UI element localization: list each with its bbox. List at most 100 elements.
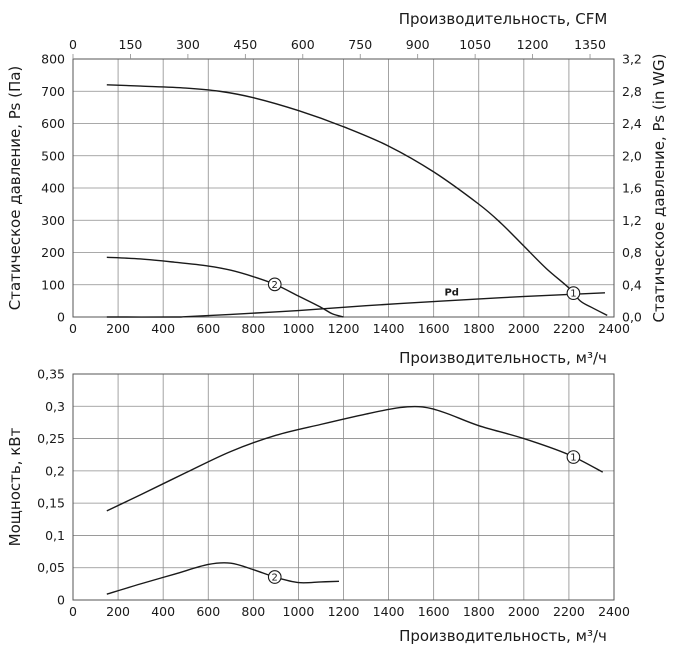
x-tick-label: 1000 — [283, 321, 315, 336]
series-marker-1: 1 — [566, 450, 581, 464]
y-tick-label: 800 — [41, 52, 65, 67]
pressure-chart: 0 200 400 600 800 1000 1200 1400 1600 1800 2000 220… — [6, 10, 668, 367]
series-marker-circle — [566, 286, 581, 300]
x-tick-label: 1400 — [373, 604, 405, 619]
series-marker-circle — [267, 277, 282, 292]
x2-tick-label: 600 — [291, 37, 315, 52]
x-axis-label-top: Производительность, м³/ч — [399, 349, 607, 367]
pressure-curve-labels: 1 2 Pd — [267, 277, 581, 300]
pressure-curves — [106, 84, 608, 318]
series-line-2 — [106, 562, 340, 595]
y-tick-label: 400 — [41, 181, 65, 196]
series-label-1: 1 — [570, 289, 576, 300]
series-marker-2: 2 — [267, 277, 282, 292]
x2-tick-label: 1200 — [517, 37, 549, 52]
x-tick-label: 2400 — [598, 321, 630, 336]
pressure-inwg-ticks: 0,0 0,4 0,8 1,2 1,6 2,0 2,4 2,8 3,2 — [622, 52, 642, 325]
x-tick-label: 400 — [151, 604, 175, 619]
x-tick-label: 1800 — [463, 321, 495, 336]
x2-axis-label: Производительность, CFM — [399, 10, 608, 28]
y2-tick-label: 0,4 — [622, 277, 642, 292]
x-tick-label: 600 — [196, 604, 220, 619]
y-axis-label-bottom: Мощность, кВт — [6, 427, 24, 546]
x2-tick-label: 1350 — [574, 37, 606, 52]
y2-axis-label: Статическое давление, Ps (in WG) — [650, 54, 668, 323]
x-tick-label: 400 — [151, 321, 175, 336]
y-tick-label: 0,15 — [37, 496, 65, 511]
x-tick-label: 2000 — [508, 604, 540, 619]
x-tick-label: 1000 — [283, 604, 315, 619]
x-tick-label: 600 — [196, 321, 220, 336]
x2-tick-label: 750 — [348, 37, 372, 52]
y2-tick-label: 2,0 — [622, 148, 642, 163]
power-x-ticks: 0 200 400 600 800 1000 1200 1400 1600 1800 2000 220… — [69, 604, 630, 619]
x2-tick-label: 300 — [176, 37, 200, 52]
y2-tick-label: 2,8 — [622, 84, 642, 99]
series-marker-2: 2 — [267, 570, 282, 584]
y2-tick-label: 1,2 — [622, 213, 642, 228]
y-tick-label: 0 — [57, 593, 65, 608]
x-tick-label: 1400 — [373, 321, 405, 336]
y-tick-label: 0,35 — [37, 367, 65, 382]
y-axis-label-top: Статическое давление, Ps (Па) — [6, 66, 24, 311]
x-tick-label: 1600 — [418, 604, 450, 619]
power-grid — [72, 373, 615, 601]
pressure-grid — [72, 58, 615, 318]
y-tick-label: 600 — [41, 116, 65, 131]
y-tick-label: 0 — [57, 310, 65, 325]
series-line-1 — [106, 405, 604, 512]
x-tick-label: 1200 — [328, 321, 360, 336]
series-label-1: 1 — [570, 453, 576, 464]
x-tick-label: 200 — [106, 604, 130, 619]
y-tick-label: 0,1 — [45, 528, 65, 543]
pressure-cfm-ticks: 0 150 300 450 600 750 900 1050 1200 1350 — [69, 37, 606, 59]
power-curve-labels: 12 — [267, 450, 581, 584]
y2-tick-label: 2,4 — [622, 116, 642, 131]
x-tick-label: 2200 — [553, 604, 585, 619]
x-tick-label: 1600 — [418, 321, 450, 336]
y-tick-label: 300 — [41, 213, 65, 228]
x2-tick-label: 900 — [406, 37, 430, 52]
y-tick-label: 700 — [41, 84, 65, 99]
power-y-ticks: 0 0,05 0,1 0,15 0,2 0,25 0,3 0,35 — [37, 367, 65, 608]
y-tick-label: 0,05 — [37, 560, 65, 575]
series-line-1 — [106, 84, 608, 317]
pressure-y-ticks: 0 100 200 300 400 500 600 700 800 — [41, 52, 65, 325]
x-axis-label-bottom: Производительность, м³/ч — [399, 627, 607, 645]
series-line-pd — [106, 292, 606, 318]
y-tick-label: 0,2 — [45, 463, 65, 478]
y2-tick-label: 0,0 — [622, 310, 642, 325]
y-tick-label: 200 — [41, 245, 65, 260]
x-tick-label: 1800 — [463, 604, 495, 619]
series-label-2: 2 — [272, 573, 278, 584]
x-tick-label: 800 — [241, 321, 265, 336]
power-chart: 0 200 400 600 800 1000 1200 1400 1600 1800 2000 220… — [6, 367, 630, 646]
x-tick-label: 800 — [241, 604, 265, 619]
y-tick-label: 0,25 — [37, 431, 65, 446]
y2-tick-label: 1,6 — [622, 181, 642, 196]
x-tick-label: 2200 — [553, 321, 585, 336]
x-tick-label: 0 — [69, 604, 77, 619]
series-marker-1: 1 — [566, 286, 581, 300]
y2-tick-label: 0,8 — [622, 245, 642, 260]
x-tick-label: 2400 — [598, 604, 630, 619]
x2-tick-label: 1050 — [459, 37, 491, 52]
y-tick-label: 100 — [41, 277, 65, 292]
pressure-x-ticks: 0 200 400 600 800 1000 1200 1400 1600 1800 2000 220… — [69, 321, 630, 336]
y-tick-label: 0,3 — [45, 399, 65, 414]
power-curves — [106, 405, 604, 595]
y-tick-label: 500 — [41, 148, 65, 163]
x-tick-label: 200 — [106, 321, 130, 336]
series-marker-circle — [566, 450, 581, 464]
x-tick-label: 0 — [69, 321, 77, 336]
x-tick-label: 1200 — [328, 604, 360, 619]
series-label-pd: Pd — [444, 287, 459, 298]
x-tick-label: 2000 — [508, 321, 540, 336]
series-line-2 — [106, 256, 344, 318]
plot-frame — [72, 373, 615, 601]
series-label-2: 2 — [272, 280, 278, 291]
x2-tick-label: 150 — [119, 37, 143, 52]
series-marker-circle — [267, 570, 282, 584]
x2-tick-label: 0 — [69, 37, 77, 52]
